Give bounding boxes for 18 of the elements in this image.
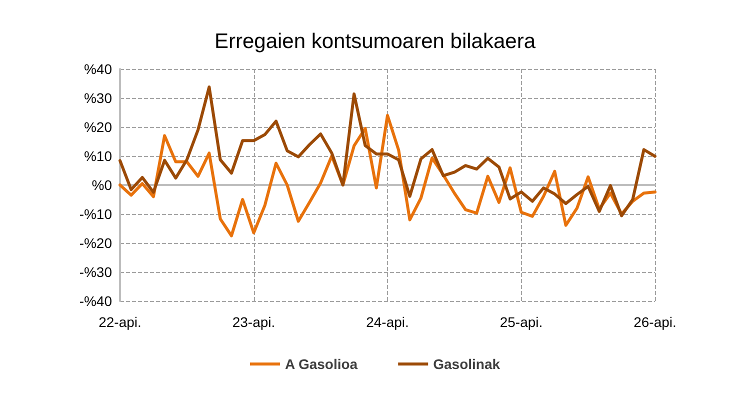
- chart-title: Erregaien kontsumoaren bilakaera: [214, 30, 536, 53]
- y-tick-label: -%20: [79, 235, 112, 251]
- x-tick-label: 24-api.: [366, 314, 409, 330]
- y-tick-label: %10: [84, 148, 112, 164]
- y-tick-label: -%30: [79, 264, 112, 280]
- x-tick-label: 23-api.: [232, 314, 276, 330]
- y-tick-label: -%40: [79, 293, 112, 309]
- line-series: [118, 85, 656, 218]
- legend-label: Gasolinak: [433, 356, 500, 372]
- y-tick-label: %30: [84, 90, 112, 106]
- x-tick-label: 22-api.: [98, 314, 142, 330]
- x-tick-label: 25-api.: [500, 314, 543, 330]
- x-tick-label: 26-api.: [634, 314, 676, 330]
- y-tick-label: %0: [92, 177, 112, 193]
- y-tick-label: -%10: [79, 206, 112, 222]
- y-tick-label: %40: [84, 61, 112, 77]
- y-tick-label: %20: [84, 119, 112, 135]
- legend-label: A Gasolioa: [284, 356, 358, 372]
